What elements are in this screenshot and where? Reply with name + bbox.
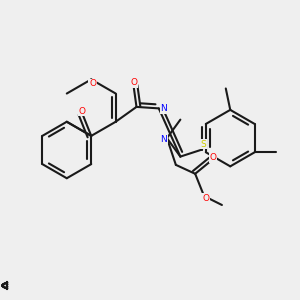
Text: N: N [160,135,167,144]
Text: O: O [89,80,96,88]
Text: O: O [130,78,137,87]
Text: N: N [160,104,167,113]
Text: O: O [202,194,209,203]
Text: O: O [209,153,217,162]
Text: S: S [201,140,206,149]
Text: O: O [79,107,86,116]
